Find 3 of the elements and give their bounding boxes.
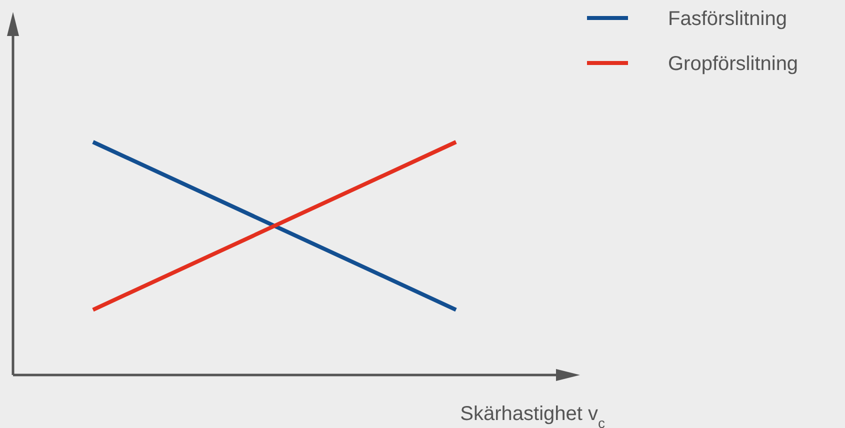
legend-label: Fasförslitning (668, 8, 787, 30)
legend-label: Gropförslitning (668, 53, 798, 75)
x-axis-title: Skärhastighet v$_{c}$ (460, 403, 605, 428)
